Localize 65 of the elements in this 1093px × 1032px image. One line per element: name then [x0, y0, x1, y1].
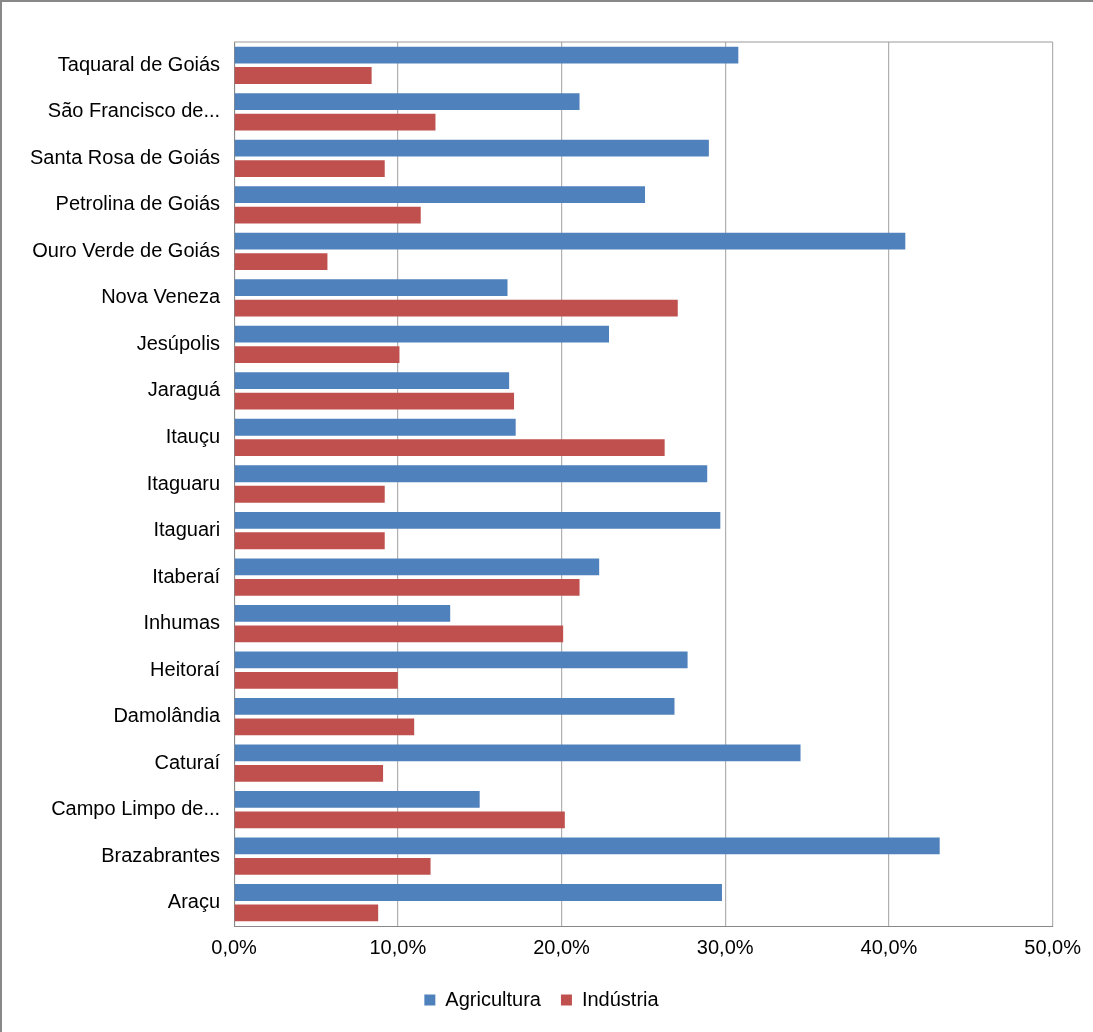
bar [234, 93, 580, 110]
bar [234, 186, 646, 203]
bar [234, 113, 436, 131]
x-tick-label: 50,0% [1024, 935, 1082, 958]
y-tick-label: Caturaí [154, 750, 221, 773]
bar [234, 884, 722, 901]
y-tick-label: Inhumas [143, 611, 221, 634]
y-tick-label: Nova Veneza [101, 285, 221, 308]
bar [234, 299, 678, 317]
bar [234, 837, 940, 855]
y-tick-label: Petrolina de Goiás [55, 192, 221, 215]
bar [234, 160, 385, 177]
y-tick-label: Itaguari [153, 518, 221, 541]
bar [234, 465, 708, 483]
bar [234, 253, 328, 270]
bar [234, 418, 516, 436]
bar [234, 532, 385, 550]
bar [234, 232, 906, 250]
y-tick-label: Santa Rosa de Goiás [29, 145, 221, 168]
bar [234, 651, 688, 669]
bar [234, 485, 385, 503]
bar [234, 139, 709, 157]
bar [234, 604, 451, 622]
y-tick-label: Campo Limpo de... [51, 797, 221, 820]
legend-label: Indústria [581, 987, 660, 1010]
y-tick-label: Ouro Verde de Goiás [32, 238, 221, 261]
y-tick-label: Brazabrantes [101, 843, 221, 866]
bar [234, 439, 665, 457]
y-tick-label: Heitoraí [150, 657, 221, 680]
x-tick-label: 30,0% [696, 935, 754, 958]
bar [234, 811, 565, 829]
bar [234, 698, 675, 715]
bar [234, 671, 398, 689]
bar [234, 206, 421, 224]
bar [234, 346, 400, 364]
y-tick-label: Jaraguá [147, 378, 221, 401]
bar [234, 67, 372, 84]
y-tick-label: Taquaral de Goiás [57, 52, 221, 75]
y-tick-label: Damolândia [113, 704, 221, 727]
x-tick-label: 10,0% [369, 935, 427, 958]
bar [234, 392, 515, 410]
bar [234, 625, 564, 643]
y-tick-label: Araçu [167, 890, 221, 913]
bar [234, 718, 415, 736]
y-tick-label: Itauçu [165, 424, 221, 447]
bar [234, 744, 801, 762]
bar [234, 372, 510, 390]
bar [234, 279, 508, 297]
bar [234, 858, 431, 875]
x-tick-label: 0,0% [211, 935, 258, 958]
bar [234, 325, 609, 343]
bar [234, 511, 721, 529]
bar [234, 904, 379, 922]
y-tick-label: Itaguaru [146, 471, 221, 494]
x-tick-label: 40,0% [860, 935, 918, 958]
y-tick-label: Jesúpolis [136, 331, 221, 354]
x-tick-label: 20,0% [533, 935, 591, 958]
y-tick-label: Itaberaí [152, 564, 221, 587]
bar [234, 46, 739, 64]
bar [234, 578, 580, 596]
bar [234, 791, 480, 808]
bar [234, 558, 600, 576]
y-tick-label: São Francisco de... [47, 99, 221, 122]
legend-label: Agricultura [445, 987, 542, 1010]
bar [234, 765, 384, 782]
